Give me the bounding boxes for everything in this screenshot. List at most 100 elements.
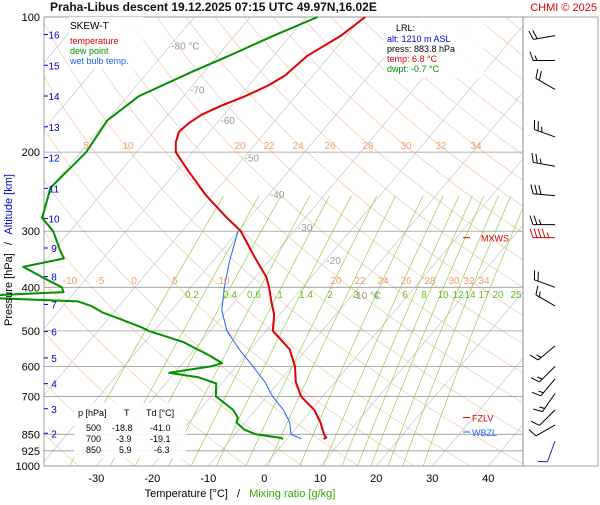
mixing-ratio-label: 25: [510, 290, 522, 301]
wind-barb-half-feather: [538, 391, 543, 393]
wind-barb-staff: [534, 129, 555, 137]
table-row-2-t: -3.9: [116, 434, 132, 444]
pressure-tick-label: 850: [22, 429, 40, 441]
wind-barb: [536, 286, 555, 306]
wind-barb: [538, 441, 555, 462]
wind-barb-feather: [530, 216, 533, 225]
wind-barb-staff: [542, 394, 555, 412]
wind-barb: [530, 216, 555, 225]
pressure-tick-label: 700: [22, 391, 40, 403]
theta-label-lower: 24: [377, 276, 389, 287]
wind-barb-half-feather: [539, 407, 544, 408]
mixing-ratio-label: 0.4: [223, 290, 237, 301]
wind-barb-feather: [529, 430, 536, 436]
temperature-tick-label: 0: [261, 473, 267, 485]
mixing-ratio-label: 0.6: [247, 290, 261, 301]
altitude-tick-label: 7: [51, 300, 57, 311]
isotherm: [40, 17, 418, 466]
isotherm-label: -50: [245, 154, 260, 165]
temperature-tick-label: -30: [88, 473, 104, 485]
table-row-1-p: 500: [86, 423, 101, 433]
wind-barb-half-feather: [536, 355, 541, 358]
lrl-temp: temp: 6.8 °C: [387, 54, 438, 64]
wind-panel-frame: [523, 17, 598, 466]
wind-barb-staff: [539, 366, 555, 382]
wind-barb-feather: [531, 185, 533, 194]
mixing-ratio-label: 10: [437, 290, 449, 301]
level-label-mxws: MXWS: [481, 234, 509, 244]
wind-barb-half-feather: [535, 56, 537, 61]
wind-barb-feather: [533, 30, 538, 38]
altitude-tick-label: 9: [51, 244, 57, 255]
wind-barb-staff: [539, 410, 555, 426]
dry-adiabat: [0, 17, 135, 466]
wind-barb-feather: [529, 31, 534, 39]
altitude-tick-label: 2: [51, 429, 57, 440]
isotherm: [544, 17, 600, 466]
table-row-1-t: -18.8: [112, 423, 133, 433]
y-axis-label: Pressure [hPa] / Altitude [km]: [3, 174, 15, 326]
wind-barb: [530, 346, 555, 360]
altitude-tick-label: 8: [51, 273, 57, 284]
wind-barb-feather: [533, 409, 542, 412]
y-axis-label-pressure: Pressure [hPa]: [3, 253, 15, 326]
table-row-2-p: 700: [86, 434, 101, 444]
dry-adiabat: [592, 17, 600, 466]
theta-label-lower: -5: [96, 276, 105, 287]
temperature-tick-label: -20: [144, 473, 160, 485]
mixing-ratio-label: 20: [492, 290, 504, 301]
theta-label-lower: 30: [448, 276, 460, 287]
mixing-ratio-label: 12: [452, 290, 464, 301]
wind-barb-feather: [542, 229, 545, 238]
wind-barb: [531, 366, 555, 382]
x-axis-label-mixing: Mixing ratio [g/kg]: [249, 488, 335, 500]
altitude-tick-label: 15: [48, 61, 60, 72]
pressure-tick-label: 400: [22, 282, 40, 294]
table-row-1-td: -41.0: [150, 423, 171, 433]
wind-barb-feather: [530, 52, 533, 61]
dry-adiabat: [157, 17, 600, 466]
theta-label-upper: 34: [470, 141, 482, 152]
dry-adiabat: [563, 17, 600, 466]
wind-barb-half-feather: [539, 220, 541, 225]
dry-adiabat: [447, 17, 600, 466]
theta-label-upper: 30: [400, 141, 412, 152]
theta-label-lower: 10: [218, 276, 230, 287]
mixing-ratio-label: 17: [478, 290, 490, 301]
theta-label-lower: 34: [478, 276, 490, 287]
copyright: CHMI © 2025: [530, 2, 597, 14]
pressure-tick-label: 100: [22, 12, 40, 24]
y-axis-label-sep: /: [3, 241, 15, 245]
theta-label-lower: 20: [330, 276, 342, 287]
mixing-ratio-label: 8: [421, 290, 427, 301]
wind-barb-feather: [539, 185, 541, 194]
table-row-3-p: 850: [86, 445, 101, 455]
wind-barb: [529, 425, 555, 436]
series-wet-bulb-temp: [222, 231, 301, 439]
wind-barb-staff: [533, 162, 555, 166]
altitude-tick-label: 11: [49, 184, 60, 195]
theta-label-upper: 20: [234, 141, 246, 152]
isotherm-label: -30: [298, 223, 313, 234]
altitude-tick-label: 3: [51, 405, 57, 416]
isotherm: [320, 17, 600, 466]
altitude-tick-label: 6: [51, 328, 57, 339]
dry-adiabat: [215, 17, 600, 466]
dry-adiabat: [186, 17, 600, 466]
wind-barb-feather: [532, 153, 533, 162]
wind-barb: [533, 394, 555, 412]
wind-barb-staff: [541, 379, 555, 396]
theta-label-lower: -10: [63, 276, 78, 287]
wind-barb-feather: [531, 378, 539, 382]
mixing-ratio-label: 2: [327, 290, 333, 301]
chart-title: Praha-Libus descent 19.12.2025 07:15 UTC…: [50, 0, 377, 14]
mixing-ratio-label: 1: [277, 290, 283, 301]
temperature-tick-label: -10: [200, 473, 216, 485]
wind-barb: [534, 120, 555, 137]
legend-temperature: temperature: [70, 36, 119, 46]
wind-barb-staff: [536, 425, 555, 436]
level-label-wbzl: WBZL: [472, 428, 497, 438]
wind-barb-staff: [538, 346, 555, 360]
wind-barb-half-feather: [537, 377, 542, 379]
isotherm-label: -80 °C: [171, 41, 199, 52]
